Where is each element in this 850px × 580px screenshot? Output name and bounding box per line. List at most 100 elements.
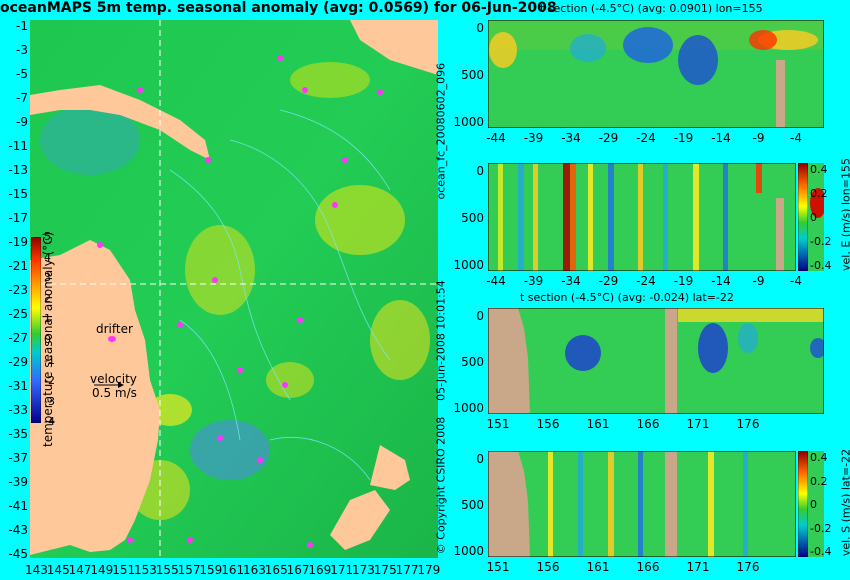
p1-ytick: 1000 xyxy=(453,115,484,129)
map-lat-tick: -5 xyxy=(16,67,28,81)
p3-xtick: 176 xyxy=(736,417,760,431)
map-lon-tick: 147 xyxy=(68,563,92,577)
p3-ytick: 500 xyxy=(461,355,484,369)
map-colorbar-tick: 0 xyxy=(44,333,51,346)
anomaly-map xyxy=(30,20,438,558)
p1-xtick: -4 xyxy=(790,131,802,145)
p4-colorbar-tick: 0.2 xyxy=(810,474,828,488)
p1-xtick: -44 xyxy=(486,131,506,145)
p4-colorbar-label: vel. S (m/s) lat=-22 xyxy=(839,448,850,557)
p3-xtick: 151 xyxy=(486,417,510,431)
map-lon-tick: 163 xyxy=(243,563,266,577)
map-lat-tick: -43 xyxy=(8,523,28,537)
p4-colorbar xyxy=(798,451,824,557)
map-lon-tick: 167 xyxy=(286,563,310,577)
map-lat-tick: -45 xyxy=(8,547,28,561)
p2-colorbar-tick: -0.2 xyxy=(810,235,832,248)
legend-velocity-value: 0.5 m/s xyxy=(92,386,137,400)
map-lat-tick: -35 xyxy=(8,427,28,441)
p1-xtick: -24 xyxy=(636,131,656,145)
p2-xtick: -24 xyxy=(636,274,656,288)
map-title: oceanMAPS 5m temp. seasonal anomaly (avg… xyxy=(0,0,557,16)
p4-colorbar-tick: -0.4 xyxy=(810,545,832,558)
p3-section xyxy=(488,308,824,414)
map-lon-tick: 175 xyxy=(373,563,397,577)
map-lon-tick: 143 xyxy=(25,563,48,577)
map-lat-tick: -29 xyxy=(8,355,28,369)
p1-title: t section (-4.5°C) (avg: 0.0901) lon=155 xyxy=(540,2,763,15)
map-lat-tick: -11 xyxy=(8,139,28,153)
legend-velocity-arrow xyxy=(94,382,124,388)
map-lon-tick: 159 xyxy=(199,563,223,577)
p1-xtick: -34 xyxy=(561,131,581,145)
p2-ytick: 500 xyxy=(461,211,484,225)
map-lat-tick: -23 xyxy=(8,283,28,297)
nz-south-land xyxy=(330,490,390,550)
p4-xtick: 176 xyxy=(736,560,760,574)
p1-section xyxy=(488,20,824,128)
p1-xtick: -14 xyxy=(711,131,731,145)
p2-colorbar xyxy=(798,163,824,271)
map-lat-tick: -21 xyxy=(8,259,28,273)
map-lon-tick: 145 xyxy=(46,563,70,577)
p2-colorbar-tick: 0 xyxy=(810,211,817,224)
p3-title: t section (-4.5°C) (avg: -0.024) lat=-22 xyxy=(520,291,734,304)
map-lon-tick: 149 xyxy=(90,563,114,577)
p4-colorbar-tick: 0 xyxy=(810,498,817,511)
map-lat-tick: -27 xyxy=(8,331,28,345)
map-lon-tick: 157 xyxy=(177,563,201,577)
map-colorbar-tick: -3 xyxy=(44,394,55,408)
run-id-label: ocean_fc_20080602_096 xyxy=(434,62,448,200)
map-colorbar-tick: -4 xyxy=(44,415,55,429)
legend-drifter-label: drifter xyxy=(96,322,133,336)
map-lon-tick: 161 xyxy=(221,563,245,577)
p4-section xyxy=(488,451,796,557)
p3-xtick: 166 xyxy=(636,417,660,431)
p4-ytick: 500 xyxy=(461,498,484,512)
drifter-markers xyxy=(97,55,383,548)
copyright-label: © Copyright CSIRO 2008 xyxy=(434,416,448,555)
p2-xtick: -19 xyxy=(673,274,694,288)
map-lon-tick: 169 xyxy=(308,563,332,577)
map-lat-tick: -7 xyxy=(16,91,28,105)
new-guinea-land xyxy=(30,85,210,160)
map-lat-tick: -19 xyxy=(8,235,28,249)
p4-xtick: 156 xyxy=(536,560,560,574)
map-colorbar xyxy=(31,237,41,423)
p1-xtick: -9 xyxy=(752,131,765,145)
p2-xtick: -14 xyxy=(711,274,731,288)
p3-ytick: 0 xyxy=(476,309,484,323)
p2-xtick: -44 xyxy=(486,274,506,288)
map-lat-tick: -31 xyxy=(8,379,28,393)
p4-xtick: 161 xyxy=(586,560,610,574)
map-lat-tick: -1 xyxy=(16,19,28,33)
p2-colorbar-tick: -0.4 xyxy=(810,259,832,272)
map-colorbar-tick: 5 xyxy=(44,230,51,243)
p1-xtick: -39 xyxy=(523,131,544,145)
p1-xtick: -29 xyxy=(598,131,619,145)
map-lat-tick: -13 xyxy=(8,163,28,177)
map-lon-tick: 165 xyxy=(264,563,288,577)
map-colorbar-tick: 2 xyxy=(44,291,51,305)
map-colorbar-tick: 3 xyxy=(44,271,51,285)
nz-north-land xyxy=(370,445,410,490)
p2-ytick: 1000 xyxy=(453,258,484,272)
p2-colorbar-tick: 0.4 xyxy=(810,163,828,176)
map-colorbar-tick: 4 xyxy=(44,250,51,264)
map-lat-tick: -39 xyxy=(8,475,28,489)
map-lon-tick: 151 xyxy=(112,563,136,577)
map-lon-tick: 153 xyxy=(134,563,157,577)
map-lat-tick: -15 xyxy=(8,187,28,201)
map-lat-tick: -37 xyxy=(8,451,28,465)
p4-ytick: 0 xyxy=(476,452,484,466)
p4-xtick: 166 xyxy=(636,560,660,574)
contours xyxy=(169,109,391,481)
north-land xyxy=(350,20,438,75)
map-lon-tick: 179 xyxy=(417,563,441,577)
p4-xtick: 151 xyxy=(486,560,510,574)
p4-xtick: 171 xyxy=(686,560,710,574)
p4-ytick: 1000 xyxy=(453,544,484,558)
p2-xtick: -9 xyxy=(752,274,765,288)
p2-xtick: -34 xyxy=(561,274,581,288)
p2-section xyxy=(488,163,796,271)
